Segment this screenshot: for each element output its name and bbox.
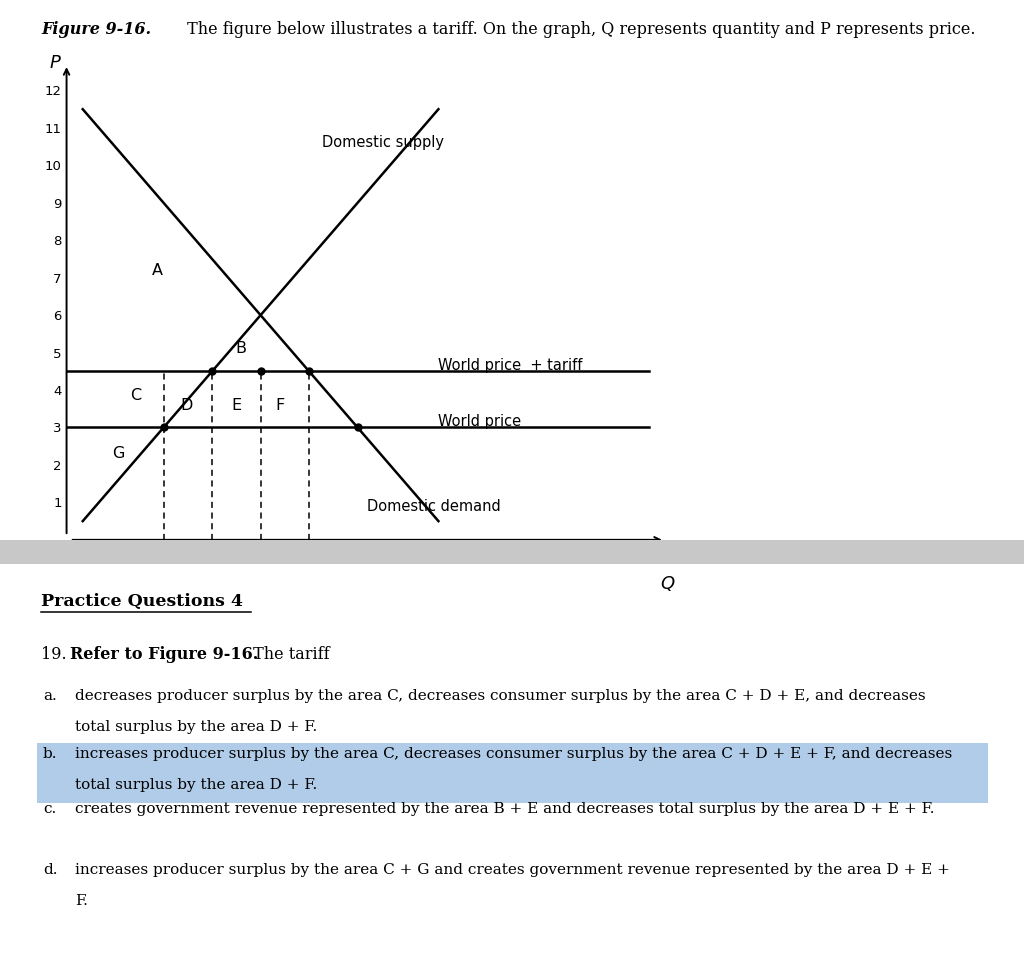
- Text: D: D: [180, 397, 193, 413]
- Text: F.: F.: [75, 894, 88, 908]
- Text: $Q$: $Q$: [660, 574, 676, 593]
- Text: Refer to Figure 9-16.: Refer to Figure 9-16.: [70, 646, 258, 663]
- Text: Practice Questions 4: Practice Questions 4: [41, 593, 243, 610]
- Text: Figure 9-16.: Figure 9-16.: [41, 21, 152, 39]
- Text: creates government revenue represented by the area B + E and decreases total sur: creates government revenue represented b…: [75, 802, 934, 817]
- Text: $P$: $P$: [49, 54, 61, 71]
- Text: Domestic demand: Domestic demand: [368, 498, 501, 514]
- Text: increases producer surplus by the area C, decreases consumer surplus by the area: increases producer surplus by the area C…: [75, 747, 952, 762]
- Text: The tariff: The tariff: [248, 646, 330, 663]
- Text: b.: b.: [43, 747, 57, 762]
- Text: a.: a.: [43, 689, 56, 704]
- Text: G: G: [112, 446, 125, 461]
- Text: World price  + tariff: World price + tariff: [438, 359, 583, 373]
- Text: Domestic supply: Domestic supply: [322, 135, 444, 150]
- Text: E: E: [231, 397, 242, 413]
- Text: The figure below illustrates a tariff. On the graph, Q represents quantity and P: The figure below illustrates a tariff. O…: [182, 21, 976, 39]
- Text: increases producer surplus by the area C + G and creates government revenue repr: increases producer surplus by the area C…: [75, 863, 949, 877]
- Text: total surplus by the area D + F.: total surplus by the area D + F.: [75, 720, 317, 735]
- Text: total surplus by the area D + F.: total surplus by the area D + F.: [75, 778, 317, 792]
- Text: 19.: 19.: [41, 646, 67, 663]
- Text: C: C: [130, 388, 141, 403]
- Text: decreases producer surplus by the area C, decreases consumer surplus by the area: decreases producer surplus by the area C…: [75, 689, 926, 704]
- Text: F: F: [275, 397, 285, 413]
- Text: B: B: [236, 341, 247, 357]
- Text: c.: c.: [43, 802, 56, 817]
- Text: A: A: [152, 263, 163, 278]
- Text: World price: World price: [438, 415, 521, 429]
- Text: d.: d.: [43, 863, 57, 877]
